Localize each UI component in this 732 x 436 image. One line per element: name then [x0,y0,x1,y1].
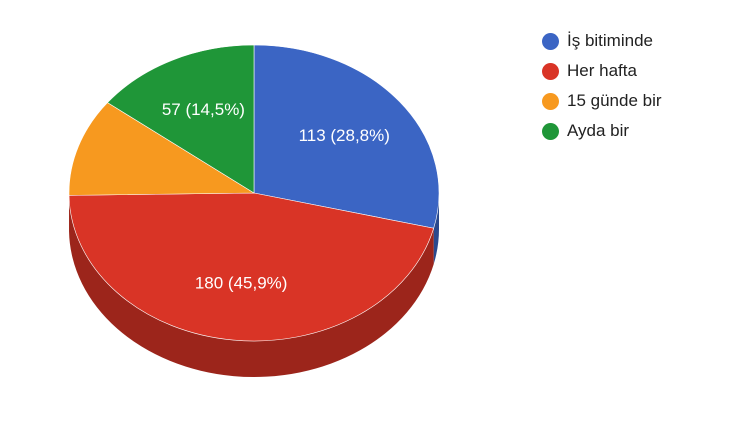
legend-label: 15 günde bir [567,91,662,110]
legend-dot-icon [542,92,559,110]
slice-data-label: 57 (14,5%) [162,100,245,119]
legend-item-is-bitiminde[interactable]: İş bitiminde [542,26,662,56]
legend-dot-icon [542,62,559,80]
pie-side-her-hafta [69,195,434,378]
pie-slice-her-hafta[interactable] [68,192,435,342]
legend-label: Her hafta [567,61,637,80]
legend-item-her-hafta[interactable]: Her hafta [542,56,662,86]
legend-item-15-gunde-bir[interactable]: 15 günde bir [542,86,662,116]
pie-slice-i-bitiminde[interactable] [253,44,440,229]
legend-item-ayda-bir[interactable]: Ayda bir [542,116,662,146]
pie-labels: 113 (28,8%) 180 (45,9%) 57 (14,5%) [162,100,390,293]
slice-data-label: 113 (28,8%) [299,126,390,145]
legend-label: Ayda bir [567,121,630,140]
slice-data-label: 180 (45,9%) [195,274,288,293]
legend-dot-icon [542,32,559,50]
pie-slices [68,44,440,342]
legend: İş bitiminde Her hafta 15 günde bir Ayda… [542,26,662,146]
legend-label: İş bitiminde [567,31,653,50]
legend-dot-icon [542,122,559,140]
pie-slice-ayda-bir[interactable] [107,44,255,194]
pie-slice-15-g-nde-bir[interactable] [68,102,256,196]
